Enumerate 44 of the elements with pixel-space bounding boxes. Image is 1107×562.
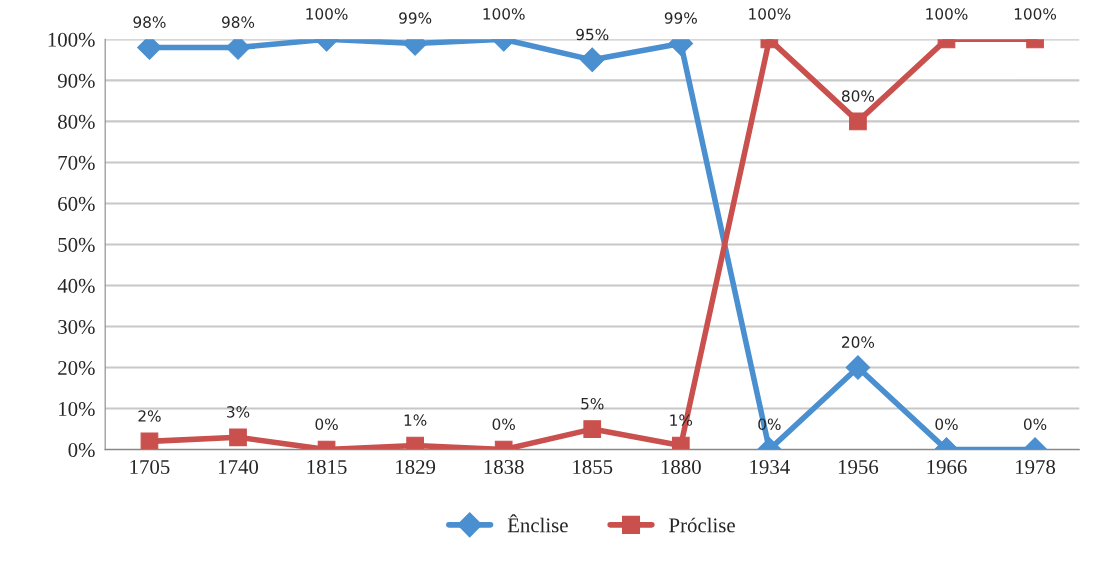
x-tick-label: 1838 [484,459,524,474]
data-label: 95% [576,28,609,41]
x-tick-label: 1880 [661,459,701,474]
data-label: 98% [133,16,166,28]
x-tick-label: 1966 [927,459,967,474]
y-tick-label: 50% [58,237,95,252]
data-label: 99% [399,12,432,24]
data-label: 99% [664,12,697,24]
data-label: 1% [404,414,427,426]
data-label: 0% [492,418,515,430]
data-label: 80% [841,90,875,102]
data-label: 100% [749,8,791,20]
y-tick-label: 0% [68,442,95,458]
y-tick-label: 10% [59,401,95,417]
y-tick-label: 60% [58,196,95,211]
data-label: 100% [306,8,348,20]
x-tick-label: 1978 [1016,459,1056,474]
data-label: 0% [935,418,958,430]
x-tick-label: 1740 [219,459,259,474]
x-tick-label: 1705 [130,459,170,474]
x-tick-label: 1855 [573,459,613,474]
y-tick-label: 40% [57,278,95,293]
y-tick-label: 90% [57,73,95,88]
legend-label: Próclise [669,517,735,533]
y-tick-label: 80% [58,114,95,129]
data-label: 2% [138,410,161,422]
y-tick-label: 30% [58,319,95,335]
x-tick-label: 1934 [750,459,790,474]
data-label: 3% [227,406,250,418]
data-label: 100% [1014,8,1057,20]
data-label: 0% [315,418,338,430]
y-tick-label: 100% [48,32,95,47]
y-tick-label: 20% [58,360,95,376]
data-label: 98% [221,16,255,28]
data-label: 5% [581,397,604,410]
legend-label: Ênclise [507,514,568,533]
data-label: 100% [926,8,968,20]
data-label: 20% [842,336,875,348]
data-label: 0% [1023,418,1047,430]
x-tick-label: 1815 [307,459,347,474]
x-tick-label: 1829 [396,459,436,474]
x-tick-label: 1956 [838,459,879,474]
y-tick-label: 70% [58,155,95,170]
data-label: 100% [483,8,525,20]
